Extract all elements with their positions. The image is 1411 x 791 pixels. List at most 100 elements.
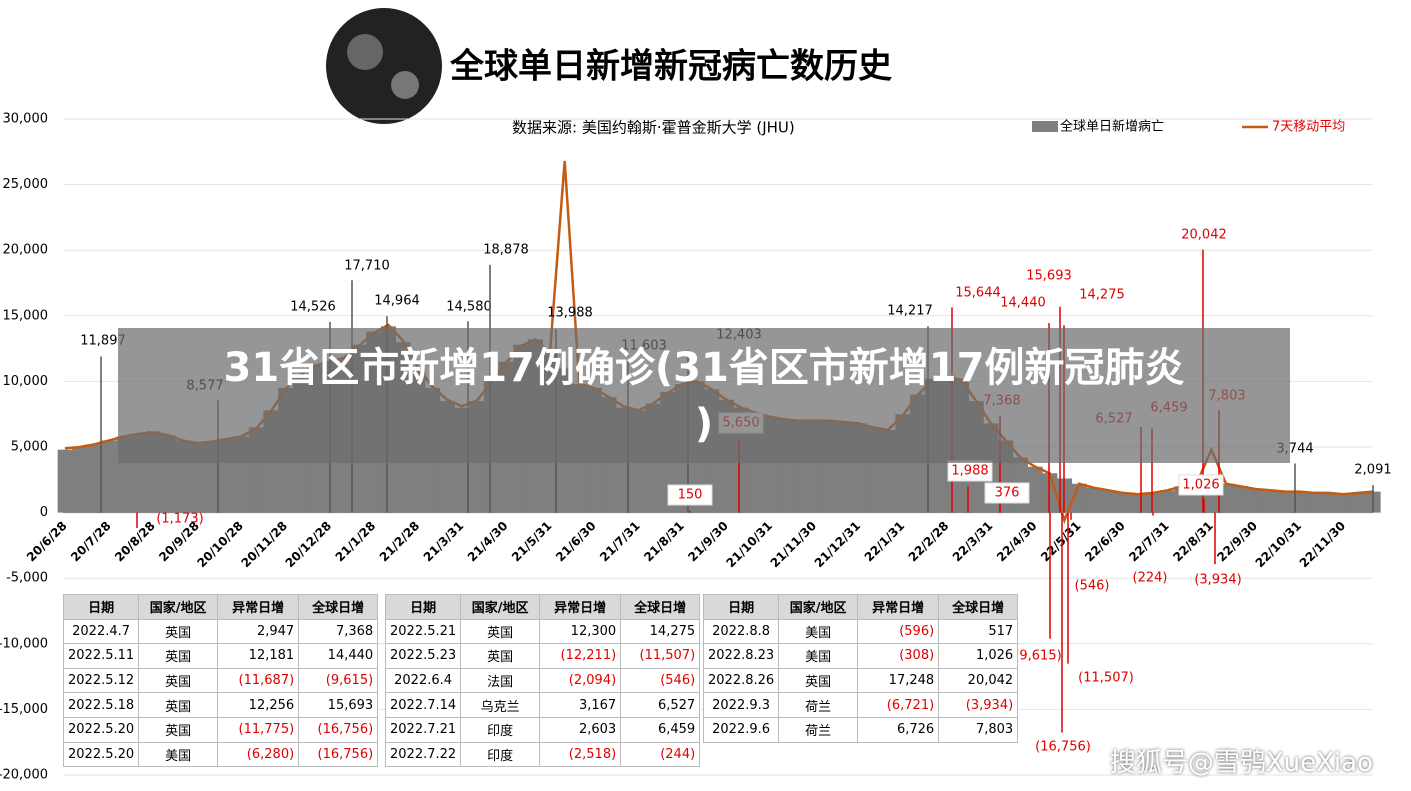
x-tick-label: 21/6/30 [553,519,599,565]
table-cell: (546) [620,667,701,694]
bar [101,440,117,513]
x-tick-label: 21/11/30 [768,519,820,571]
table-row: 2022.7.21 印度 2,603 6,459 [384,716,701,743]
table-cell: 2022.8.23 [702,643,780,669]
bar [87,444,103,513]
table-cell: 美国 [138,741,219,768]
table-cell: (11,775) [217,716,300,743]
x-tick-label: 22/9/30 [1214,519,1260,565]
x-tick-label: 22/10/31 [1253,519,1305,571]
x-tick-label: 21/7/31 [597,519,643,565]
table-cell: 异常日增 [217,594,300,620]
table-cell: 7,368 [298,618,379,645]
table-row: 2022.5.18 英国 12,256 15,693 [62,692,379,718]
x-tick-label: 22/1/31 [862,519,908,565]
table-cell: 荷兰 [778,716,859,743]
annotation-label: 14,275 [1079,288,1125,303]
annotation-label: (224) [1133,571,1168,586]
table-cell: (9,615) [298,667,379,694]
table-cell: 2022.5.11 [62,643,140,669]
table-cell: 6,527 [620,692,701,718]
x-tick-label: 21/9/30 [685,519,731,565]
bar [1350,492,1366,513]
annotation-label: (1,173) [156,512,203,527]
x-tick-label: 21/5/31 [509,519,555,565]
annotation-label: 14,526 [290,300,336,315]
table-cell: 2022.5.20 [62,716,140,743]
annotation-box [667,484,713,506]
table-cell: 2022.8.8 [702,618,780,645]
table-cell: 日期 [702,594,780,620]
x-tick-label: 22/3/31 [950,519,996,565]
table-row: 2022.7.14 乌克兰 3,167 6,527 [384,692,701,718]
annotation-label: 17,710 [344,259,390,274]
bar [1130,494,1146,513]
table-cell: 2,947 [217,618,300,645]
table-cell: 日期 [62,594,140,620]
table-cell: 2022.8.26 [702,667,780,694]
table-cell: 20,042 [938,667,1019,694]
table-cell: 2022.7.14 [384,692,462,718]
annotation-label: 14,440 [1000,296,1046,311]
table-row: 2022.5.20 英国 (11,775) (16,756) [62,716,379,743]
table-cell: 7,803 [938,716,1019,743]
table-row: 2022.4.7 英国 2,947 7,368 [62,618,379,645]
bar [1248,488,1264,513]
legend-label: 全球单日新增病亡 [1060,119,1164,135]
legend-swatch [1032,121,1058,132]
table-row: 2022.9.3 荷兰 (6,721) (3,934) [702,692,1019,718]
table-cell: 2,603 [539,716,622,743]
table-cell: (6,280) [217,741,300,768]
table-cell: 6,459 [620,716,701,743]
x-tick-label: 20/8/28 [112,519,158,565]
table-cell: 14,275 [620,618,701,645]
y-tick-label: 5,000 [11,440,48,455]
watermark: 搜狐号@雪鸮XueXiao [1109,748,1373,778]
table-row: 2022.5.23 英国 (12,211) (11,507) [384,643,701,669]
x-tick-label: 22/8/31 [1170,519,1216,565]
table-cell: 517 [938,618,1019,645]
annotation-label: 15,644 [955,286,1001,301]
table-row: 2022.5.20 美国 (6,280) (16,756) [62,741,379,768]
table-row: 2022.5.11 英国 12,181 14,440 [62,643,379,669]
table-cell: 印度 [460,741,541,768]
bar [1101,490,1117,513]
table-cell: 国家/地区 [460,594,541,620]
subtitle: 数据来源: 美国约翰斯·霍普金斯大学 (JHU) [512,119,795,137]
table-cell: 2022.9.3 [702,692,780,718]
x-tick-label: 20/11/28 [239,519,291,571]
annotation-box [984,482,1030,504]
y-tick-label: 10,000 [3,374,49,389]
data-table: 日期 国家/地区 异常日增 全球日增 2022.4.7 英国 2,947 7,368 2022.… [62,594,379,768]
annotation-label: 15,693 [1026,269,1072,284]
bar [1262,490,1278,513]
x-tick-label: 21/12/31 [812,519,864,571]
x-tick-label: 22/11/30 [1297,519,1349,571]
table-row: 2022.6.4 法国 (2,094) (546) [384,667,701,694]
annotation-label: 1,026 [1182,478,1219,493]
annotation-box [1178,474,1224,496]
table-cell: (11,507) [620,643,701,669]
table-cell: 国家/地区 [138,594,219,620]
table-cell: (596) [857,618,940,645]
table-row: 2022.8.26 英国 17,248 20,042 [702,667,1019,694]
bar [1336,494,1352,513]
table-cell: 美国 [778,618,859,645]
x-tick-label: 22/5/31 [1038,519,1084,565]
annotation-label: 18,878 [483,243,529,258]
x-tick-label: 22/6/30 [1082,519,1128,565]
table-cell: 乌克兰 [460,692,541,718]
table-cell: (16,756) [298,716,379,743]
table-cell: (2,518) [539,741,622,768]
annotation-label: 14,964 [374,294,420,309]
table-row: 2022.5.21 英国 12,300 14,275 [384,618,701,645]
table-cell: (12,211) [539,643,622,669]
table-cell: 2022.4.7 [62,618,140,645]
table-cell: 英国 [460,618,541,645]
x-tick-label: 20/12/28 [283,519,335,571]
table-cell: 12,300 [539,618,622,645]
table-cell: 2022.7.21 [384,716,462,743]
table-cell: 12,181 [217,643,300,669]
table-cell: (244) [620,741,701,768]
